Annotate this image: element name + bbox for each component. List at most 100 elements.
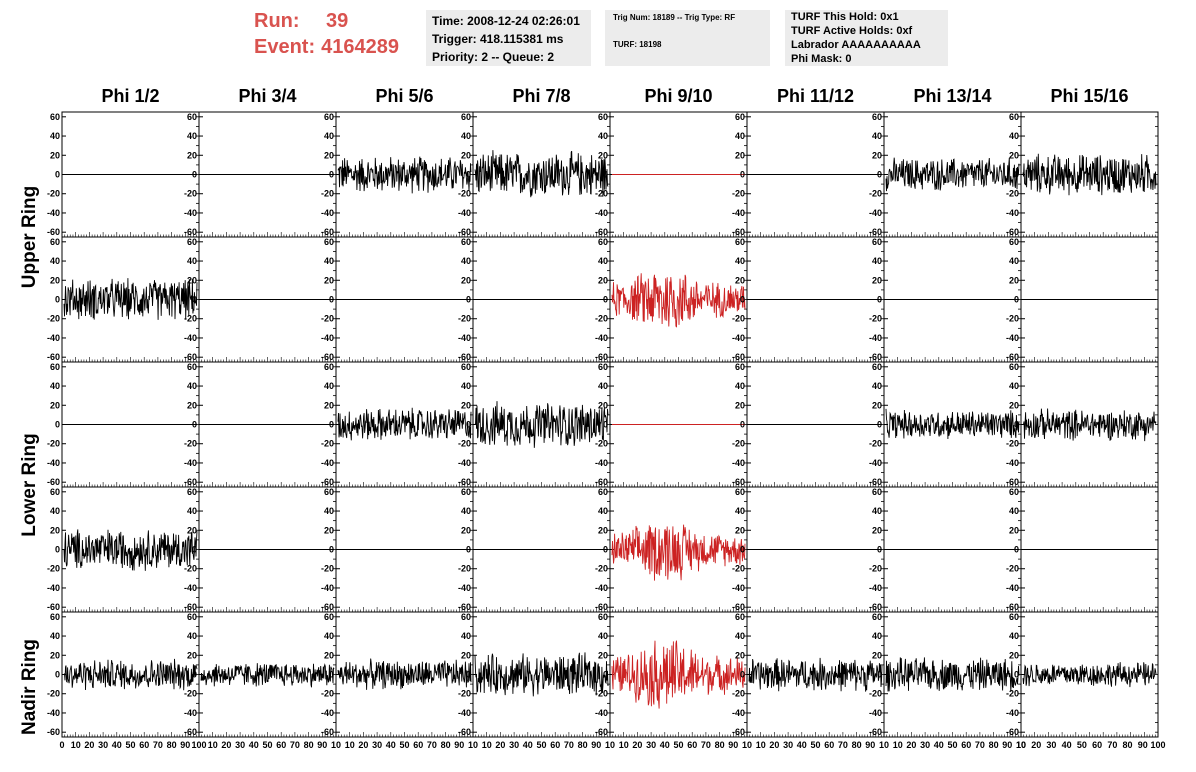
y-tick-label: 20 [187, 400, 197, 410]
y-tick-label: 40 [187, 381, 197, 391]
y-tick-label: -60 [732, 227, 745, 237]
y-tick-label: -60 [458, 602, 471, 612]
y-tick-label: 60 [1009, 362, 1019, 372]
y-tick-label: -20 [869, 314, 882, 324]
y-tick-label: 0 [1014, 295, 1019, 305]
y-tick-label: 0 [192, 170, 197, 180]
x-tick-label: 80 [715, 740, 725, 750]
x-tick-label: 10 [482, 740, 492, 750]
y-tick-label: 60 [324, 362, 334, 372]
y-tick-label: -60 [1006, 477, 1019, 487]
y-tick-label: 20 [735, 525, 745, 535]
y-tick-label: 40 [872, 256, 882, 266]
y-tick-label: 40 [872, 506, 882, 516]
y-tick-label: -20 [869, 564, 882, 574]
x-tick-label: 20 [221, 740, 231, 750]
x-tick-label: 10 [1016, 740, 1026, 750]
x-tick-label: 50 [673, 740, 683, 750]
x-tick-label: 60 [824, 740, 834, 750]
y-tick-label: -20 [869, 439, 882, 449]
y-tick-label: 20 [598, 400, 608, 410]
y-tick-label: 20 [1009, 275, 1019, 285]
y-tick-label: 60 [872, 362, 882, 372]
y-tick-label: -40 [458, 208, 471, 218]
x-tick-label: 40 [660, 740, 670, 750]
x-tick-label: 30 [235, 740, 245, 750]
y-tick-label: 60 [187, 612, 197, 622]
y-tick-label: 60 [598, 237, 608, 247]
y-tick-label: 40 [187, 631, 197, 641]
y-tick-label: 40 [598, 506, 608, 516]
y-tick-label: 40 [50, 506, 60, 516]
y-tick-label: -40 [458, 458, 471, 468]
y-tick-label: -60 [869, 727, 882, 737]
y-tick-label: 20 [1009, 525, 1019, 535]
y-tick-label: -40 [732, 208, 745, 218]
y-tick-label: 0 [466, 420, 471, 430]
y-tick-label: 20 [461, 150, 471, 160]
column-title: Phi 15/16 [1050, 86, 1129, 106]
y-tick-label: 20 [872, 525, 882, 535]
x-tick-label: 20 [906, 740, 916, 750]
y-tick-label: 60 [50, 112, 60, 122]
y-tick-label: 20 [187, 525, 197, 535]
x-tick-label: 80 [989, 740, 999, 750]
x-tick-label: 50 [1077, 740, 1087, 750]
y-tick-label: 0 [740, 170, 745, 180]
turf-text: TURF: 18198 [613, 40, 662, 49]
y-tick-label: 0 [55, 545, 60, 555]
y-tick-label: -20 [184, 564, 197, 574]
y-tick-label: -60 [869, 602, 882, 612]
y-tick-label: 0 [466, 170, 471, 180]
x-tick-label: 50 [399, 740, 409, 750]
y-tick-label: 20 [598, 150, 608, 160]
y-tick-label: 60 [735, 612, 745, 622]
y-tick-label: -60 [321, 477, 334, 487]
y-tick-label: -40 [732, 583, 745, 593]
y-tick-label: 60 [735, 362, 745, 372]
y-tick-label: 20 [461, 275, 471, 285]
y-tick-label: -40 [321, 208, 334, 218]
x-tick-label: 20 [632, 740, 642, 750]
y-tick-label: 60 [50, 612, 60, 622]
y-tick-label: -40 [184, 208, 197, 218]
y-tick-label: -40 [595, 208, 608, 218]
y-tick-label: 20 [1009, 150, 1019, 160]
y-tick-label: 0 [877, 420, 882, 430]
x-tick-label: 20 [358, 740, 368, 750]
waveform-trace [885, 408, 1020, 440]
labrador-text: Labrador AAAAAAAAAA [791, 39, 921, 51]
y-tick-label: 40 [735, 631, 745, 641]
x-tick-label: 10 [71, 740, 81, 750]
x-tick-label: 30 [372, 740, 382, 750]
y-tick-label: -40 [321, 458, 334, 468]
x-tick-label: 50 [262, 740, 272, 750]
y-tick-label: -60 [869, 227, 882, 237]
y-tick-label: 40 [324, 631, 334, 641]
column-title: Phi 5/6 [375, 86, 434, 106]
column-title: Phi 11/12 [776, 86, 855, 106]
y-tick-label: 60 [187, 237, 197, 247]
y-tick-label: -40 [732, 708, 745, 718]
x-tick-label: 80 [167, 740, 177, 750]
run-value: 39 [326, 10, 349, 32]
y-tick-label: 60 [461, 237, 471, 247]
x-tick-label: 60 [687, 740, 697, 750]
y-tick-label: 40 [50, 631, 60, 641]
waveform-trace [63, 278, 198, 320]
y-tick-label: 20 [872, 275, 882, 285]
y-tick-label: 20 [324, 150, 334, 160]
y-tick-label: 60 [50, 237, 60, 247]
column-title: Phi 1/2 [101, 86, 160, 106]
y-tick-label: -40 [869, 333, 882, 343]
y-tick-label: 20 [598, 650, 608, 660]
y-tick-label: 0 [603, 670, 608, 680]
y-tick-label: 20 [50, 400, 60, 410]
waveform-trace [748, 657, 883, 692]
y-tick-label: 40 [324, 381, 334, 391]
y-tick-label: -20 [321, 189, 334, 199]
y-tick-label: 60 [1009, 487, 1019, 497]
waveform-trace [63, 529, 198, 571]
y-tick-label: 0 [603, 420, 608, 430]
y-tick-label: -40 [184, 458, 197, 468]
